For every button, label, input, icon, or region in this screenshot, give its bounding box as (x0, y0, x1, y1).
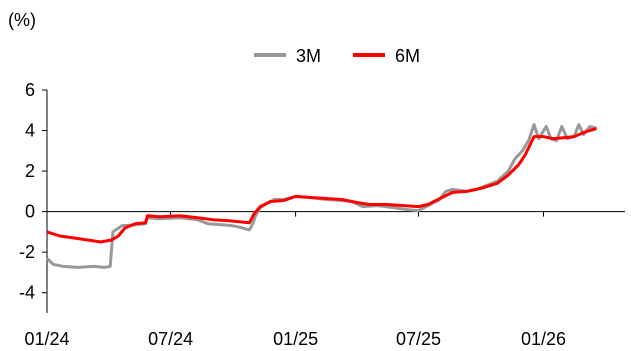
legend-label-3m: 3M (296, 46, 321, 66)
x-axis: 01/24 07/24 01/25 07/25 01/26 (24, 211, 625, 349)
x-tick-label: 01/26 (521, 329, 566, 349)
x-tick-label: 01/25 (273, 329, 318, 349)
y-tick-label: 2 (25, 161, 35, 181)
x-tick-label: 07/25 (396, 329, 441, 349)
y-axis-label: (%) (8, 10, 36, 30)
y-tick-label: 6 (25, 80, 35, 100)
x-tick-label: 01/24 (24, 329, 69, 349)
y-tick-label: -4 (19, 283, 35, 303)
y-tick-label: 0 (25, 202, 35, 222)
x-tick-label: 07/24 (148, 329, 193, 349)
y-axis: -4 -2 0 2 4 6 (19, 80, 48, 313)
y-tick-label: 4 (25, 121, 35, 141)
legend: 3M 6M (254, 46, 420, 66)
series-group (45, 123, 597, 269)
legend-label-6m: 6M (395, 46, 420, 66)
series-line-6m (46, 127, 597, 244)
y-tick-label: -2 (19, 242, 35, 262)
series-line-3m (45, 123, 597, 269)
